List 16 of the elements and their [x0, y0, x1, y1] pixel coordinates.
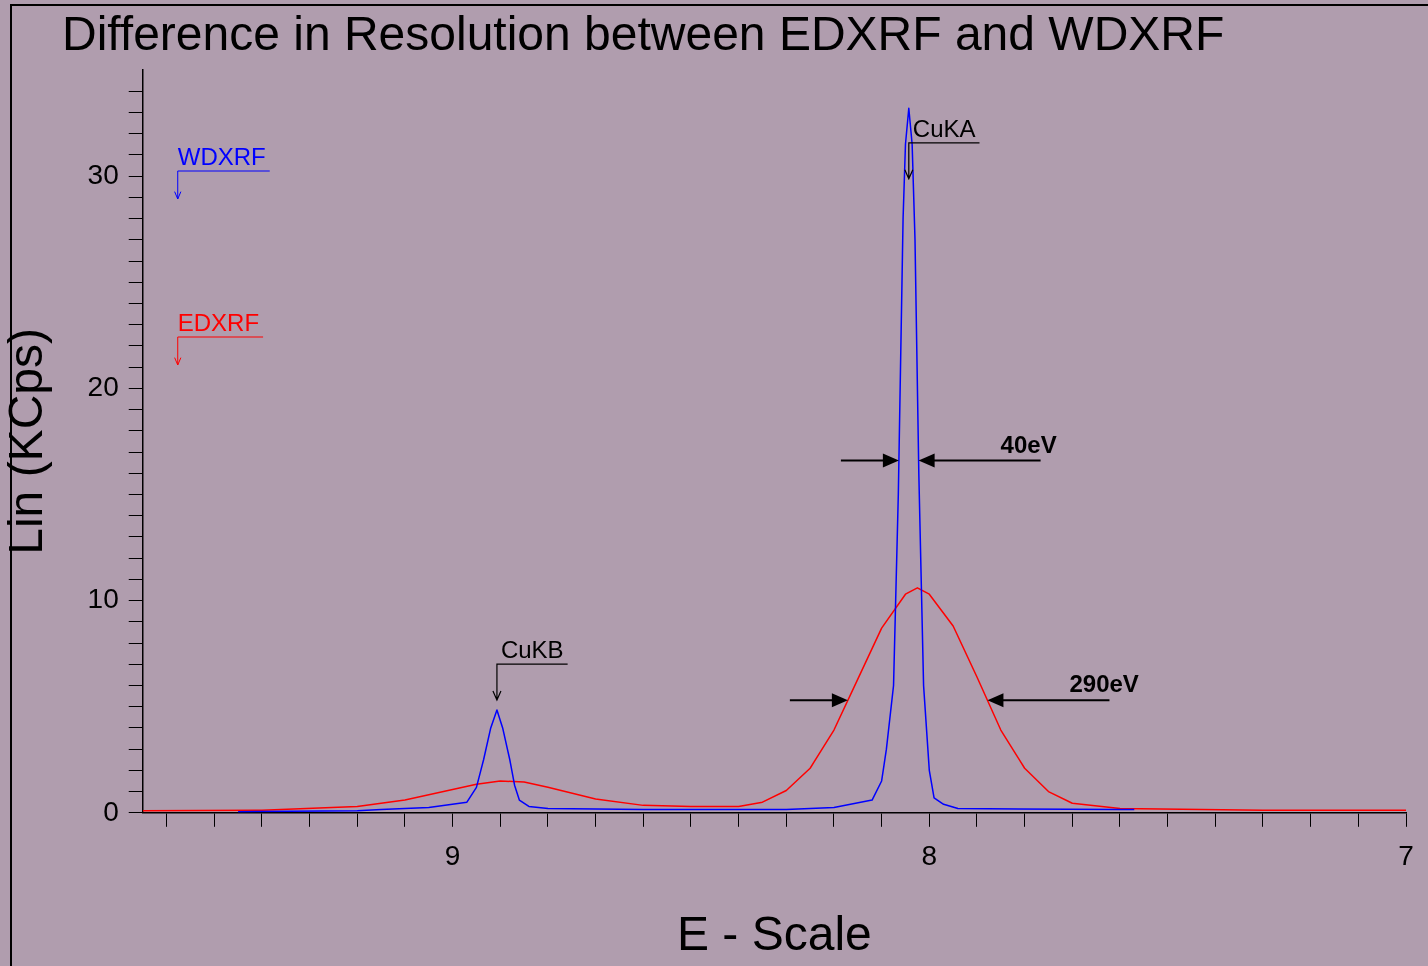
- x-axis-title: E - Scale: [677, 907, 872, 961]
- chart-title: Difference in Resolution between EDXRF and WDXRF: [62, 7, 1225, 60]
- y-tick-label: 20: [87, 371, 119, 403]
- x-tick-label: 7: [1398, 840, 1414, 872]
- text: WDXRF: [177, 143, 266, 170]
- annotation: CuKB: [500, 636, 564, 664]
- annotation: 290eV: [1069, 670, 1139, 698]
- y-tick-label: 30: [87, 158, 119, 190]
- y-tick-label: 0: [103, 795, 119, 827]
- annotation: CuKA: [912, 114, 976, 142]
- y-tick-label: 10: [87, 583, 119, 615]
- x-tick-label: 9: [444, 840, 461, 872]
- x-tick-label: 8: [921, 840, 938, 872]
- y-axis-title: Lin (KCps): [0, 328, 53, 555]
- text: EDXRF: [177, 309, 260, 336]
- annotation: 40eV: [1000, 430, 1057, 458]
